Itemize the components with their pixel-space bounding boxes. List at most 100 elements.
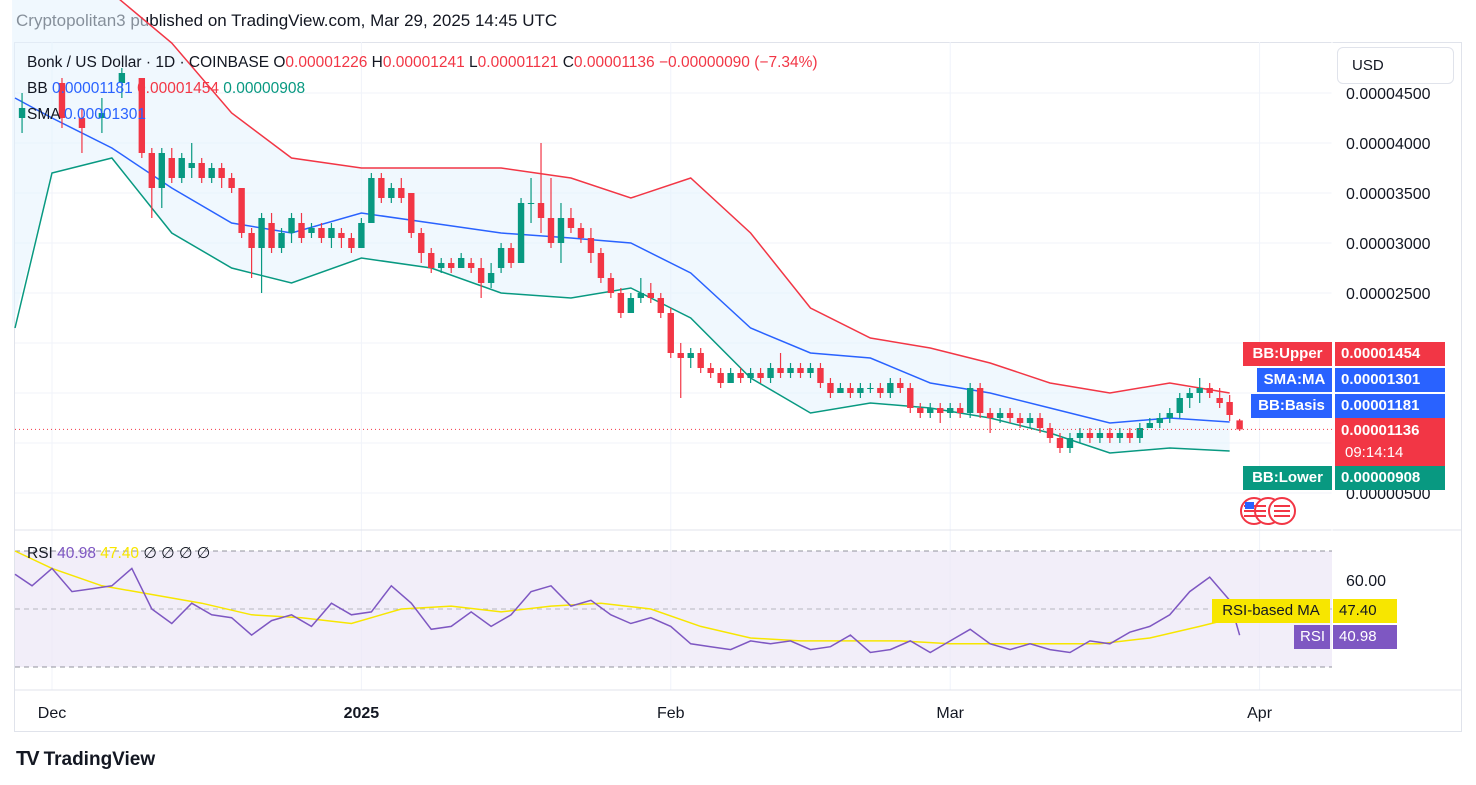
tradingview-logo[interactable]: TV TradingView bbox=[16, 748, 155, 771]
candle-body bbox=[467, 263, 475, 268]
candle-body bbox=[707, 368, 714, 373]
sma-tag-value: 0.00001301 bbox=[1335, 368, 1445, 392]
bb-legend[interactable]: BB 0.00001181 0.00001454 0.00000908 bbox=[27, 80, 305, 98]
candle-body bbox=[557, 218, 565, 243]
price-tick-label: 0.00004000 bbox=[1346, 136, 1431, 153]
economic-events-flags[interactable] bbox=[1238, 496, 1302, 526]
candle-body bbox=[747, 373, 754, 378]
rsi-legend[interactable]: RSI 40.98 47.40 ∅ ∅ ∅ ∅ bbox=[27, 544, 210, 563]
bb-lower-tag-label: BB:Lower bbox=[1243, 466, 1332, 490]
candle-body bbox=[507, 248, 515, 263]
candle-body bbox=[1136, 428, 1144, 438]
candle-body bbox=[1106, 433, 1114, 438]
candle-body bbox=[1006, 413, 1014, 418]
rsi-tick-label: 60.00 bbox=[1346, 573, 1386, 590]
candle-body bbox=[567, 218, 575, 228]
bb-lower-tag-value: 0.00000908 bbox=[1335, 466, 1445, 490]
candle-body bbox=[448, 263, 455, 268]
candle-body bbox=[198, 163, 205, 178]
bb-band-fill bbox=[12, 0, 1230, 453]
candle-body bbox=[398, 188, 405, 198]
bb-basis-tag-value: 0.00001181 bbox=[1335, 394, 1445, 418]
candle-body bbox=[318, 228, 325, 238]
candle-body bbox=[1056, 438, 1064, 448]
candle-body bbox=[717, 373, 724, 383]
candle-body bbox=[697, 353, 704, 368]
candle-body bbox=[857, 388, 864, 393]
candle-body bbox=[1176, 398, 1183, 413]
candle-body bbox=[927, 408, 934, 413]
candle-body bbox=[787, 368, 794, 373]
rsi-label[interactable]: RSI bbox=[27, 545, 53, 562]
candle-body bbox=[887, 383, 894, 393]
candle-body bbox=[298, 223, 305, 238]
candle-body bbox=[867, 388, 874, 389]
candle-body bbox=[148, 153, 155, 188]
candle-body bbox=[917, 408, 924, 413]
currency-button[interactable]: USD bbox=[1337, 47, 1454, 84]
rsi-empty-values: ∅ ∅ ∅ ∅ bbox=[143, 545, 211, 562]
time-tick-label: Dec bbox=[38, 705, 66, 722]
close-label: C bbox=[562, 54, 574, 71]
candle-body bbox=[1086, 433, 1094, 438]
candle-body bbox=[428, 253, 435, 268]
tradingview-logo-icon: TV bbox=[16, 748, 40, 770]
candle-body bbox=[1016, 418, 1024, 423]
bb-lower-value: 0.00000908 bbox=[223, 80, 306, 97]
candle-body bbox=[1146, 423, 1153, 428]
candle-body bbox=[687, 353, 694, 358]
high-label: H bbox=[371, 54, 383, 71]
candle-body bbox=[1236, 420, 1243, 430]
bb-label[interactable]: BB bbox=[27, 80, 48, 97]
price-tick-label: 0.00004500 bbox=[1346, 86, 1431, 103]
us-flag-icon[interactable] bbox=[1238, 496, 1302, 526]
candle-body bbox=[268, 223, 275, 248]
candle-body bbox=[457, 258, 465, 268]
symbol-legend[interactable]: Bonk / US Dollar · 1D · COINBASE O0.0000… bbox=[27, 54, 818, 72]
candle-body bbox=[308, 228, 315, 233]
candle-body bbox=[1116, 433, 1124, 438]
sma-legend[interactable]: SMA 0.00001301 bbox=[27, 106, 146, 124]
candle-body bbox=[827, 383, 834, 393]
candle-body bbox=[358, 223, 365, 248]
price-tick-label: 0.00003000 bbox=[1346, 236, 1431, 253]
candle-body bbox=[607, 278, 615, 293]
sma-label[interactable]: SMA bbox=[27, 106, 60, 123]
symbol-name[interactable]: Bonk / US Dollar · 1D · COINBASE bbox=[27, 54, 270, 71]
candle-body bbox=[368, 178, 375, 223]
candle-body bbox=[976, 388, 984, 413]
candle-body bbox=[1126, 433, 1134, 438]
candle-body bbox=[18, 108, 26, 118]
candle-body bbox=[248, 233, 255, 248]
time-tick-label: Mar bbox=[936, 705, 964, 722]
open-value: 0.00001226 bbox=[285, 54, 368, 71]
candle-body bbox=[727, 373, 734, 383]
candle-body bbox=[138, 78, 146, 153]
candle-body bbox=[1196, 388, 1203, 393]
candle-body bbox=[378, 178, 385, 198]
change-value: −0.00000090 (−7.34%) bbox=[658, 54, 818, 71]
rsi-tag-value: 40.98 bbox=[1333, 625, 1397, 649]
candle-body bbox=[408, 193, 415, 233]
candle-body bbox=[597, 253, 605, 278]
rsi-ma-tag-value: 47.40 bbox=[1333, 599, 1397, 623]
price-tick-label: 0.00002500 bbox=[1346, 286, 1431, 303]
candle-body bbox=[767, 368, 774, 378]
high-value: 0.00001241 bbox=[382, 54, 465, 71]
price-tick-label: 0.00000500 bbox=[1346, 486, 1431, 503]
candle-body bbox=[677, 353, 684, 358]
candle-body bbox=[238, 188, 245, 233]
candle-body bbox=[647, 293, 654, 298]
candle-body bbox=[837, 388, 844, 393]
candle-body bbox=[737, 373, 744, 378]
candle-body bbox=[338, 233, 345, 238]
rsi-ma-tag-label: RSI-based MA bbox=[1212, 599, 1330, 623]
candle-body bbox=[1046, 428, 1054, 438]
candle-body bbox=[537, 203, 545, 218]
candle-body bbox=[58, 83, 66, 118]
candle-body bbox=[1096, 433, 1104, 438]
candle-body bbox=[587, 238, 595, 253]
candle-body bbox=[1216, 398, 1223, 403]
candle-body bbox=[547, 218, 555, 243]
